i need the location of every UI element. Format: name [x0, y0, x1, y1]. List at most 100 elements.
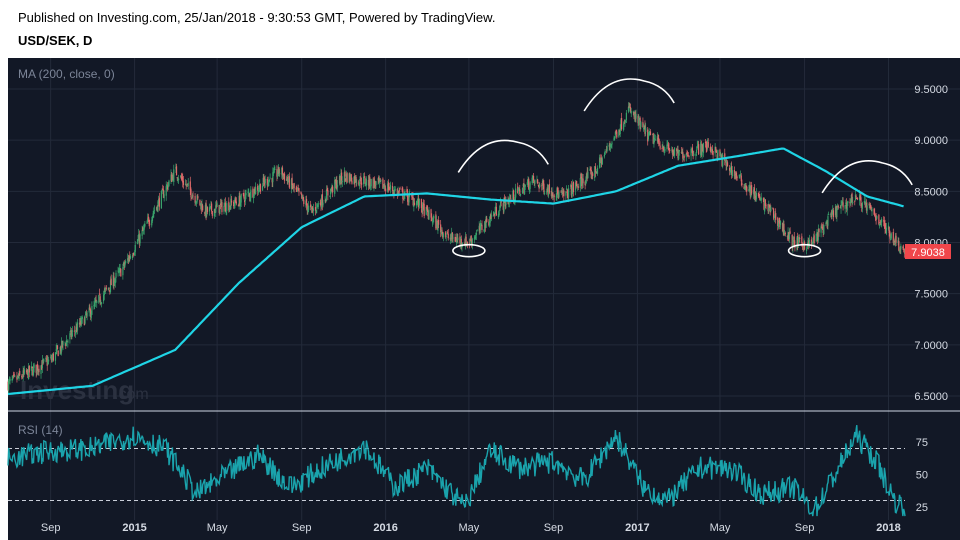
- candle-body: [630, 110, 632, 114]
- candle-body: [517, 188, 520, 192]
- candle-body: [594, 166, 597, 173]
- candle-body: [786, 235, 788, 237]
- candle-body: [499, 201, 502, 208]
- candle-body: [95, 299, 97, 302]
- candle-body: [336, 180, 338, 189]
- candle-body: [620, 119, 622, 129]
- candle-body: [185, 183, 187, 186]
- candle-body: [224, 202, 226, 212]
- candle-body: [538, 184, 540, 189]
- candle-body: [406, 189, 408, 193]
- candle-body: [561, 192, 563, 194]
- candle-body: [327, 190, 329, 196]
- candle-body: [488, 221, 491, 226]
- candle-body: [354, 175, 356, 183]
- candle-body: [167, 184, 169, 188]
- candle-body: [184, 183, 187, 185]
- candle-body: [427, 212, 429, 219]
- candle-body: [720, 156, 722, 158]
- candle-body: [471, 239, 473, 244]
- candle-body: [128, 256, 130, 263]
- candle-body: [230, 200, 233, 203]
- candle-body: [900, 245, 902, 250]
- candle-body: [798, 237, 800, 239]
- candle-body: [733, 170, 736, 177]
- candle-body: [40, 365, 42, 375]
- candle-body: [292, 185, 295, 188]
- candle-body: [26, 369, 28, 371]
- candle-body: [821, 227, 824, 229]
- candle-body: [378, 178, 381, 183]
- candle-body: [321, 194, 323, 206]
- candle-body: [99, 296, 101, 303]
- candle-body: [430, 209, 432, 218]
- candle-body: [598, 157, 601, 168]
- candle-body: [271, 178, 273, 183]
- candle-body: [253, 188, 255, 196]
- candle-body: [446, 233, 448, 235]
- candle-body: [887, 225, 890, 230]
- candle-body: [255, 187, 257, 194]
- candle-body: [712, 150, 714, 156]
- candle-body: [50, 356, 52, 358]
- candle-body: [292, 185, 294, 189]
- candle-body: [259, 183, 261, 189]
- candle-body: [204, 212, 206, 214]
- candle-body: [705, 141, 707, 149]
- candle-body: [442, 233, 445, 238]
- candle-body: [161, 189, 163, 192]
- candle-body: [257, 189, 259, 193]
- candle-body: [643, 127, 645, 130]
- candle-body: [21, 376, 23, 378]
- candle-body: [856, 197, 859, 200]
- rsi-line: [7, 424, 906, 517]
- candle-body: [175, 166, 177, 169]
- candle-body: [633, 111, 635, 117]
- candle-body: [880, 224, 882, 225]
- candle-body: [257, 185, 259, 191]
- candle-body: [657, 137, 659, 142]
- candle-body: [685, 153, 687, 157]
- candle-body: [192, 195, 194, 197]
- price-tick-label: 8.5000: [914, 186, 948, 198]
- rsi-tick-label: 75: [916, 437, 928, 449]
- candle-body: [793, 236, 795, 246]
- candle-body: [755, 195, 757, 200]
- candle-body: [272, 171, 275, 174]
- price-tick-label: 9.0000: [914, 135, 948, 147]
- candle-body: [637, 115, 639, 124]
- candle-body: [300, 191, 302, 194]
- time-tick-label: May: [207, 522, 228, 534]
- candle-body: [404, 190, 406, 196]
- candle-body: [436, 220, 438, 230]
- candle-body: [171, 174, 173, 182]
- candle-body: [858, 194, 861, 201]
- candle-body: [334, 180, 336, 194]
- candle-body: [509, 196, 511, 198]
- candle-body: [235, 201, 237, 204]
- candle-body: [767, 204, 769, 212]
- candle-body: [146, 222, 148, 224]
- candle-body: [89, 309, 92, 318]
- candle-body: [411, 196, 414, 198]
- candle-body: [382, 185, 385, 189]
- candle-body: [526, 182, 528, 185]
- candle-body: [720, 155, 722, 157]
- candle-body: [769, 206, 771, 212]
- candle-body: [118, 268, 121, 273]
- price-tick-label: 7.5000: [914, 289, 948, 301]
- candle-body: [373, 179, 375, 188]
- candle-body: [779, 220, 781, 227]
- candle-body: [635, 113, 637, 119]
- candle-body: [678, 150, 680, 152]
- candle-body: [401, 188, 403, 191]
- candle-body: [267, 184, 269, 185]
- candle-body: [425, 206, 427, 215]
- candle-body: [897, 240, 899, 243]
- candle-body: [200, 204, 202, 211]
- candle-body: [885, 227, 888, 234]
- candle-body: [296, 187, 298, 189]
- candle-body: [303, 199, 305, 204]
- candle-body: [122, 262, 125, 266]
